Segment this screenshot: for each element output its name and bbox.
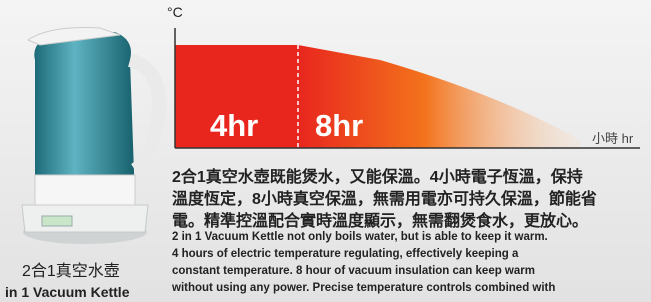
description-line: 2合1真空水壺既能煲水，又能保溫。4小時電子恆溫，保持 <box>172 163 583 187</box>
description-line: constant temperature. 8 hour of vacuum i… <box>172 265 535 277</box>
description-line: 2 in 1 Vacuum Kettle not only boils wate… <box>172 231 548 243</box>
caption-zh: 2合1真空水壺 <box>22 262 120 280</box>
description-line: 電。精準控溫配合實時溫度顯示，無需翻煲食水，更放心。 <box>172 207 588 231</box>
period-label: 8hr <box>315 108 363 143</box>
caption-en: in 1 Vacuum Kettle <box>5 284 130 300</box>
unit-label: °C <box>167 4 183 20</box>
kettle-illustration <box>22 28 159 245</box>
period-label: 4hr <box>210 108 258 143</box>
description-line: 溫度恆定，8小時真空保溫，無需用電亦可持久保溫，節能省 <box>172 185 597 209</box>
description-line: 4 hours of electric temperature regulati… <box>172 248 518 260</box>
description-line: without using any power. Precise tempera… <box>172 282 555 294</box>
x-unit-label: 小時 hr <box>592 131 634 146</box>
page: °C 4hr 8hr 小時 hr 2合1真空水壺 in 1 Vacuum Ket… <box>0 0 651 302</box>
